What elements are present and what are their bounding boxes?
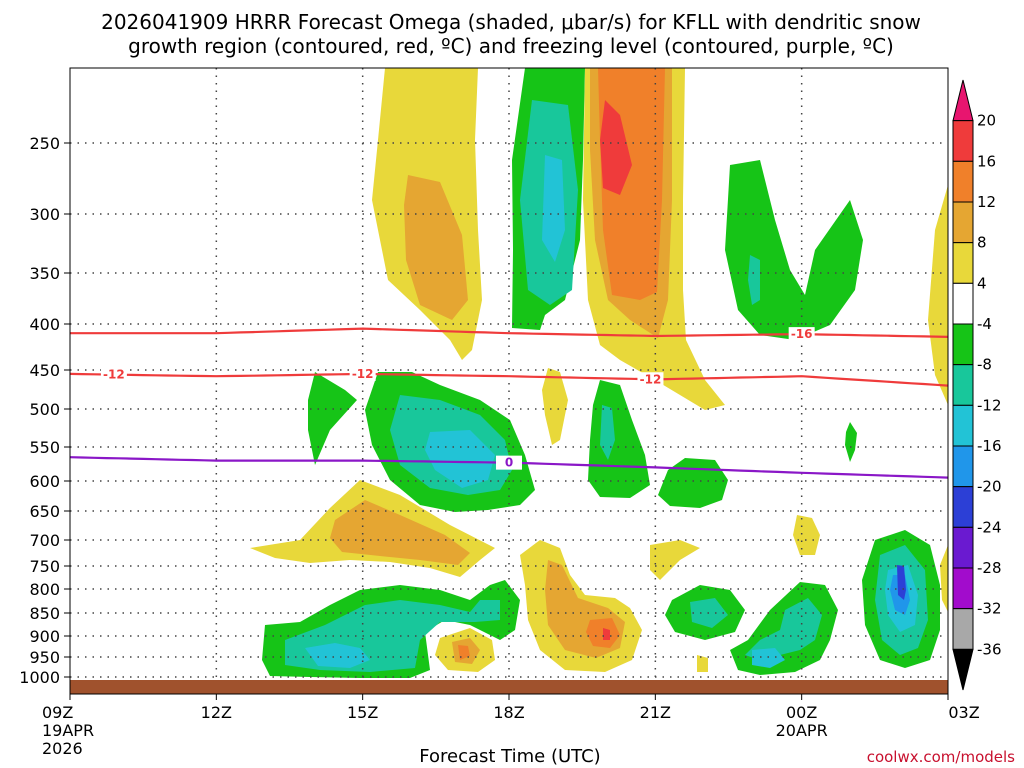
y-tick-label-800: 800 (29, 580, 60, 599)
y-tick-label-850: 850 (29, 604, 60, 623)
shade-darkblue-low-02z (897, 565, 906, 600)
y-tick-label-250: 250 (29, 134, 60, 153)
colorbar-label-1: 16 (977, 152, 996, 170)
colorbar-label-9: -20 (977, 478, 1002, 496)
contour-label-bg--12-0 (100, 367, 127, 382)
x-tick-label-4: 21Z (640, 703, 671, 722)
contour-label--16-0: -16 (791, 327, 813, 341)
colorbar-swatch-7 (952, 364, 974, 406)
shade-teal-upper-00z (748, 255, 760, 305)
y-tick-label-600: 600 (29, 472, 60, 491)
shade-red-upper-21z (600, 100, 632, 195)
colorbar-swatch-8 (952, 404, 974, 447)
colorbar-swatch-9 (952, 445, 974, 488)
shade-orange-low-15z (330, 500, 470, 565)
contour-label--12-0: -12 (103, 368, 125, 382)
y-tick-label-350: 350 (29, 264, 60, 283)
shade-yellow-low-21z (650, 540, 700, 580)
colorbar-label-2: 12 (977, 193, 996, 211)
contour-label-0-0: 0 (505, 456, 513, 470)
colorbar: 20 16 12 8 4 -4 -8 -12 -16 -20 -24 -28 -32 -36 (952, 79, 1002, 691)
x-tick-label-5: 00Z (786, 703, 817, 722)
colorbar-label-13: -36 (977, 640, 1002, 658)
y-tick-label-1000: 1000 (19, 668, 60, 687)
colorbar-label-7: -12 (977, 396, 1002, 414)
y-tick-label-400: 400 (29, 315, 60, 334)
y-tick-label-700: 700 (29, 531, 60, 550)
y-tick-label-550: 550 (29, 438, 60, 457)
colorbar-swatch-4 (952, 242, 974, 284)
shade-yellow-low-22z (697, 655, 708, 672)
shade-yellow-low-00z (793, 515, 820, 555)
contour-label-bg--12-2 (637, 372, 664, 387)
contour-label-bg--12-1 (349, 366, 376, 381)
colorbar-label-0: 20 (977, 112, 996, 130)
colorbar-swatch-6 (952, 323, 974, 366)
colorbar-label-4: 4 (977, 274, 987, 292)
shade-yellow-mid-19z (542, 368, 568, 445)
x-tick-label-1: 12Z (201, 703, 232, 722)
y-axis: 250 300 350 400 450 500 550 600 650 700 750 800 850 9… (19, 134, 70, 687)
colorbar-label-12: -32 (977, 600, 1002, 618)
shade-yellow-right-upper (928, 185, 948, 405)
colorbar-swatch-13 (952, 608, 974, 650)
colorbar-swatch-3 (952, 201, 974, 244)
colorbar-label-10: -24 (977, 518, 1002, 536)
colorbar-top-arrow (952, 79, 974, 122)
omega-shading (250, 68, 948, 678)
chart-title-line-2: growth region (contoured, red, ºC) and f… (128, 34, 894, 58)
y-tick-label-450: 450 (29, 361, 60, 380)
shade-teal-low-00z (745, 598, 822, 660)
colorbar-label-6: -8 (977, 356, 992, 374)
y-tick-label-500: 500 (29, 400, 60, 419)
x-tick-date-5: 20APR (776, 721, 828, 740)
shade-cyan-mid-16z (425, 430, 495, 488)
colorbar-label-5: -4 (977, 315, 992, 333)
shade-green-mid-01z (845, 422, 857, 462)
x-tick-label-0: 09Z (42, 703, 73, 722)
contour-label-bg-0-0 (496, 455, 522, 470)
colorbar-swatch-10 (952, 486, 974, 528)
contour-label-bg--16-0 (788, 327, 815, 342)
shade-cyan-low-00z (752, 648, 785, 668)
temperature-contours: -16 -12 -12 -12 0 (70, 327, 948, 479)
shade-cyan-low-15z (305, 643, 370, 668)
x-axis-title: Forecast Time (UTC) (419, 746, 600, 767)
colorbar-swatch-5 (952, 282, 974, 325)
colorbar-label-11: -28 (977, 559, 1002, 577)
colorbar-bottom-arrow (952, 648, 974, 691)
shade-orange-upper-1 (404, 175, 468, 320)
x-tick-date-0: 19APR (42, 721, 94, 740)
colorbar-swatch-12 (952, 567, 974, 610)
y-tick-label-300: 300 (29, 205, 60, 224)
colorbar-swatch-11 (952, 526, 974, 569)
credit-text: coolwx.com/models (867, 748, 1015, 766)
y-tick-label-650: 650 (29, 502, 60, 521)
shade-green-mid-14z (308, 372, 357, 465)
x-tick-label-6: 03Z (948, 703, 979, 722)
contour-label--12-1: -12 (352, 367, 374, 381)
y-tick-label-750: 750 (29, 557, 60, 576)
y-tick-label-900: 900 (29, 627, 60, 646)
colorbar-label-8: -16 (977, 437, 1002, 455)
colorbar-swatch-2 (952, 160, 974, 203)
shade-red-low-20z (603, 628, 610, 640)
shade-yellow-right-low (940, 545, 948, 612)
chart-title-line-1: 2026041909 HRRR Forecast Omega (shaded, … (101, 10, 921, 34)
ground-band (70, 680, 948, 694)
colorbar-swatch-1 (952, 120, 974, 162)
contour-label--12-2: -12 (640, 372, 662, 386)
colorbar-label-3: 8 (977, 234, 987, 252)
shade-cyan-upper-19z (542, 155, 565, 262)
x-tick-year-0: 2026 (42, 739, 83, 758)
y-tick-label-950: 950 (29, 648, 60, 667)
x-tick-label-3: 18Z (493, 703, 524, 722)
contour-line--12 (70, 372, 948, 387)
x-tick-label-2: 15Z (347, 703, 378, 722)
